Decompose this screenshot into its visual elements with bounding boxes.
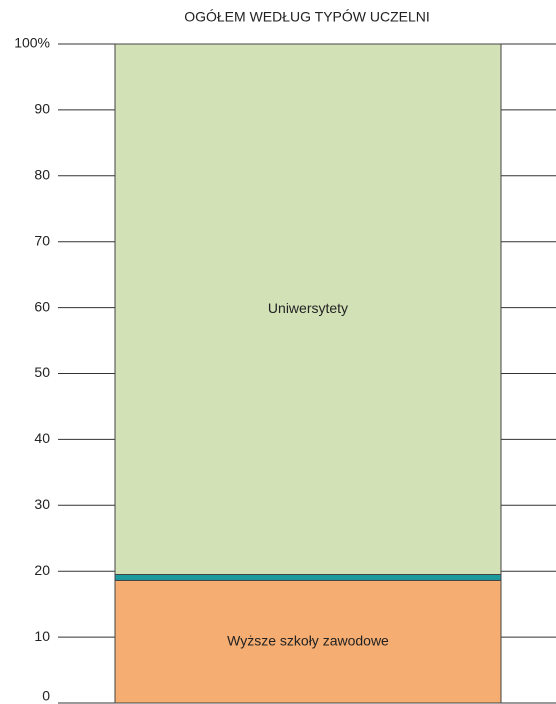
segment-label: Wyższe szkoły zawodowe: [227, 632, 389, 648]
y-tick-label: 0: [42, 688, 50, 704]
bar-segment: [114, 573, 502, 581]
y-tick-label: 20: [34, 562, 50, 578]
y-tick-label: 90: [34, 101, 50, 117]
bar-segment: [114, 579, 502, 704]
y-tick-label: 40: [34, 430, 50, 446]
bar-segment: [114, 43, 502, 575]
y-tick-label: 80: [34, 167, 50, 183]
y-tick-label: 100%: [14, 35, 50, 51]
chart-title: OGÓŁEM WEDŁUG TYPÓW UCZELNI: [184, 9, 430, 25]
segment-label: Uniwersytety: [268, 300, 348, 316]
y-tick-label: 30: [34, 496, 50, 512]
y-tick-label: 50: [34, 364, 50, 380]
y-tick-label: 10: [34, 628, 50, 644]
y-tick-label: 60: [34, 298, 50, 314]
y-tick-label: 70: [34, 232, 50, 248]
